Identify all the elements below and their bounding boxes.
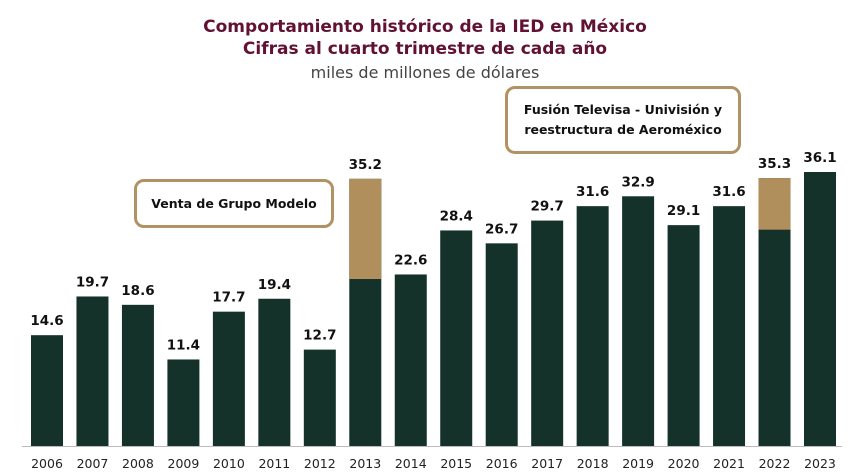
data-label-2023: 36.1	[803, 150, 836, 166]
bar-2007	[76, 296, 109, 446]
bar-2006	[31, 335, 63, 446]
data-label-2007: 19.7	[76, 274, 109, 290]
data-label-2006: 14.6	[30, 313, 63, 329]
bar-extraordinary-2013	[349, 178, 382, 280]
data-label-2011: 19.4	[258, 277, 291, 293]
x-tick-2008: 2008	[122, 456, 154, 471]
data-label-2018: 31.6	[576, 184, 609, 200]
bar-2023	[803, 172, 836, 446]
bar-2017	[531, 220, 564, 446]
data-label-2008: 18.6	[121, 283, 154, 299]
chart-title: Comportamiento histórico de la IED en Mé…	[203, 17, 647, 37]
data-label-2020: 29.1	[667, 203, 700, 219]
x-tick-2010: 2010	[213, 456, 245, 471]
bar-2012	[303, 349, 336, 446]
data-label-2010: 17.7	[212, 290, 245, 306]
data-label-2012: 12.7	[303, 328, 336, 344]
data-label-2019: 32.9	[621, 174, 654, 190]
bar-2011	[258, 298, 291, 446]
x-tick-2007: 2007	[77, 456, 109, 471]
x-tick-2019: 2019	[622, 456, 654, 471]
bar-2016	[485, 243, 518, 446]
data-label-2015: 28.4	[440, 208, 473, 224]
data-label-2013: 35.2	[349, 157, 382, 173]
x-tick-2013: 2013	[349, 456, 381, 471]
x-tick-2011: 2011	[258, 456, 290, 471]
data-label-2009: 11.4	[167, 337, 200, 353]
x-tick-2021: 2021	[713, 456, 745, 471]
x-tick-2022: 2022	[759, 456, 791, 471]
data-label-2016: 26.7	[485, 221, 518, 237]
annotation-grupo-modelo: Venta de Grupo Modelo	[134, 179, 334, 228]
chart-subtitle: Cifras al cuarto trimestre de cada año	[242, 39, 608, 59]
x-tick-2012: 2012	[304, 456, 336, 471]
bar-2015	[440, 230, 473, 446]
data-label-2021: 31.6	[712, 184, 745, 200]
x-tick-2023: 2023	[804, 456, 836, 471]
bar-2014	[394, 274, 427, 446]
x-tick-2017: 2017	[531, 456, 563, 471]
bar-2008	[121, 304, 154, 446]
data-label-2022: 35.3	[758, 156, 791, 172]
bar-2019	[622, 196, 655, 446]
x-tick-2016: 2016	[486, 456, 518, 471]
x-tick-2009: 2009	[168, 456, 200, 471]
data-label-2014: 22.6	[394, 252, 427, 268]
x-tick-2020: 2020	[668, 456, 700, 471]
data-label-2017: 29.7	[531, 199, 564, 215]
bar-2009	[167, 359, 200, 446]
chart-unit: miles de millones de dólares	[310, 63, 540, 82]
bar-2018	[576, 206, 609, 446]
bar-extraordinary-2022	[758, 178, 791, 230]
bar-2021	[713, 206, 746, 446]
x-tick-2018: 2018	[577, 456, 609, 471]
annotation-televisa-aeromexico: Fusión Televisa - Univisión y reestructu…	[505, 86, 741, 154]
x-tick-2014: 2014	[395, 456, 427, 471]
bar-2020	[667, 225, 700, 446]
bar-2010	[212, 311, 245, 446]
x-tick-2015: 2015	[440, 456, 472, 471]
x-tick-2006: 2006	[31, 456, 63, 471]
